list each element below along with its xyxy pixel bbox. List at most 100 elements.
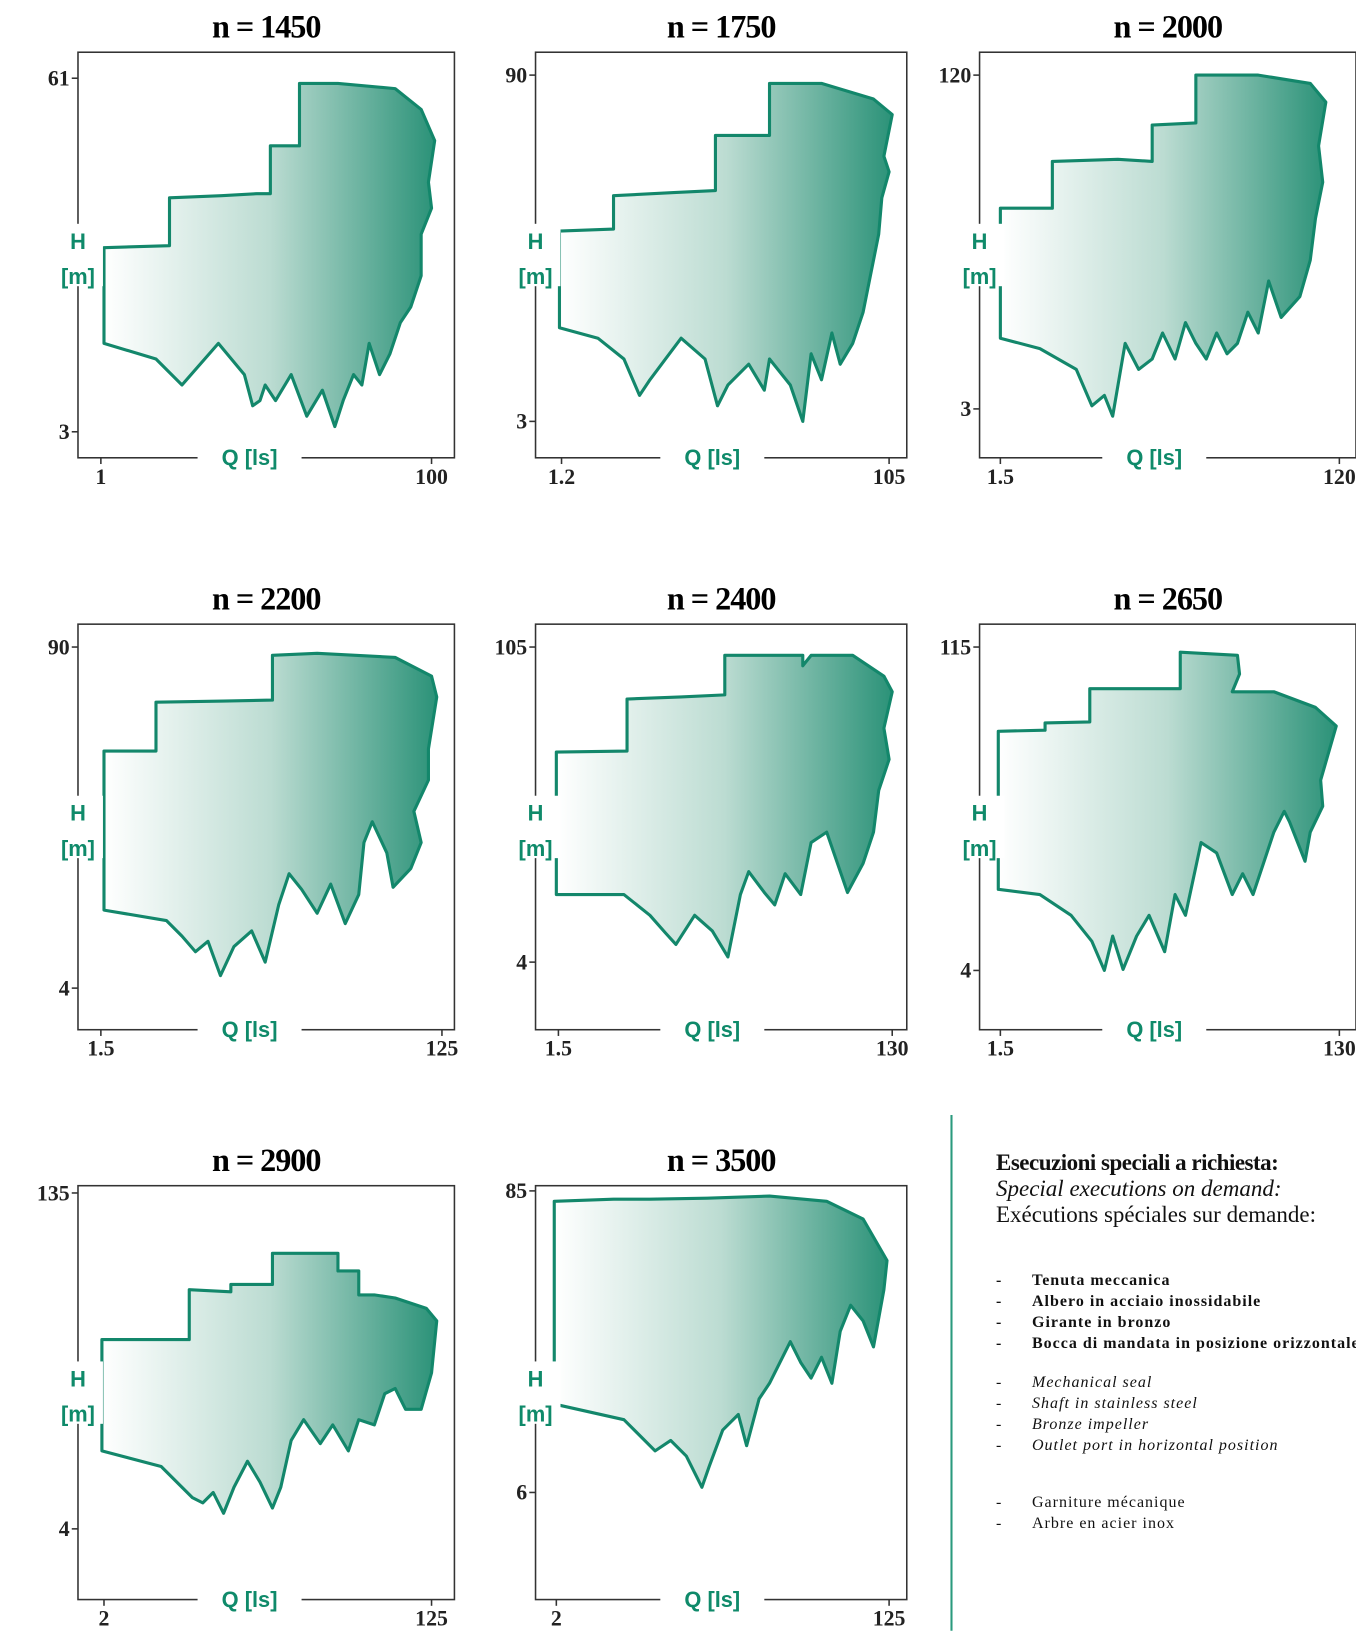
label-backing: [510, 795, 561, 859]
y-tick-label: 3: [960, 397, 971, 421]
y-tick-label: 115: [940, 635, 972, 659]
panel-title: n = 2200: [212, 581, 321, 617]
x-tick-label: 2: [551, 1607, 562, 1631]
y-tick-label: 105: [494, 635, 527, 659]
list: Tenuta meccanicaAlbero in acciaio inossi…: [996, 1270, 1356, 1354]
panel: n = 2200 90 4 1.5 125 H [m] Q [ls]: [48, 581, 459, 1061]
y-axis-label: [m]: [519, 264, 553, 289]
list: Garniture mécaniqueArbre en acier inox: [996, 1492, 1356, 1534]
label-backing: [954, 795, 1005, 859]
panel: n = 2000 120 3 1.5 120 H [m] Q [ls]: [938, 9, 1356, 489]
x-axis-label: Q [ls]: [684, 445, 740, 470]
x-tick-label: 120: [1323, 465, 1356, 489]
x-tick-label: 130: [876, 1037, 909, 1061]
y-tick-label: 3: [59, 420, 70, 444]
list-item: Outlet port in horizontal position: [996, 1435, 1356, 1456]
x-axis-label: Q [ls]: [684, 1587, 740, 1612]
x-tick-label: 1.5: [987, 1037, 1014, 1061]
y-axis-label: H: [70, 1366, 86, 1391]
heading: Exécutions spéciales sur demande:: [996, 1202, 1316, 1227]
y-tick-label: 120: [938, 63, 971, 87]
list-item: Arbre en acier inox: [996, 1513, 1356, 1534]
x-axis-label: Q [ls]: [222, 1587, 278, 1612]
x-tick-label: 1.2: [548, 465, 575, 489]
y-axis-label: H: [70, 229, 86, 254]
label-backing: [53, 795, 103, 859]
y-axis-label: [m]: [519, 1402, 553, 1427]
y-tick-label: 90: [48, 635, 70, 659]
y-tick-label: 85: [505, 1179, 527, 1203]
y-axis-label: [m]: [519, 836, 553, 861]
list-item: Mechanical seal: [996, 1372, 1356, 1393]
x-tick-label: 1: [95, 465, 106, 489]
label-backing: [197, 1585, 302, 1615]
y-axis-label: H: [528, 1366, 544, 1391]
list-item: Girante in bronzo: [996, 1312, 1356, 1333]
operating-envelope: [552, 1194, 889, 1489]
x-tick-label: 1.5: [987, 465, 1014, 489]
y-tick-label: 4: [960, 959, 971, 983]
operating-envelope: [996, 650, 1338, 973]
operating-envelope: [554, 653, 894, 959]
y-tick-label: 4: [516, 950, 527, 974]
panel: n = 2400 105 4 1.5 130 H [m] Q [ls]: [494, 581, 908, 1061]
operating-envelope: [102, 651, 439, 978]
x-axis-label: Q [ls]: [1126, 445, 1182, 470]
y-axis-label: [m]: [963, 836, 997, 861]
operating-envelope: [998, 73, 1328, 418]
label-backing: [197, 1015, 302, 1045]
list-item: Bronze impeller: [996, 1414, 1356, 1435]
x-tick-label: 100: [415, 465, 448, 489]
x-axis-label: Q [ls]: [222, 1017, 278, 1042]
panel-title: n = 1450: [212, 9, 321, 45]
x-tick-label: 125: [426, 1037, 459, 1061]
operating-envelope: [557, 81, 894, 423]
heading: Special executions on demand:: [996, 1176, 1282, 1201]
y-axis-label: [m]: [963, 264, 997, 289]
label-backing: [197, 443, 302, 473]
label-backing: [1102, 1015, 1207, 1045]
y-axis-label: H: [528, 801, 544, 826]
list-item: Tenuta meccanica: [996, 1270, 1356, 1291]
list: Mechanical sealShaft in stainless steelB…: [996, 1372, 1356, 1456]
y-tick-label: 61: [48, 67, 70, 91]
x-tick-label: 125: [415, 1607, 448, 1631]
panel: n = 2900 135 4 2 125 H [m] Q [ls]: [37, 1142, 456, 1631]
label-backing: [1102, 443, 1207, 473]
list-item: Albero in acciaio inossidabile: [996, 1291, 1356, 1312]
label-backing: [53, 223, 103, 287]
label-backing: [660, 1585, 765, 1615]
list-item: Bocca di mandata in posizione orizzontal…: [996, 1333, 1356, 1354]
label-backing: [954, 223, 1005, 287]
panel: n = 2650 115 4 1.5 130 H [m] Q [ls]: [940, 581, 1356, 1061]
y-axis-label: H: [70, 801, 86, 826]
panel-title: n = 2400: [667, 581, 776, 617]
panel: n = 1450 61 3 1 100 H [m] Q [ls]: [48, 9, 456, 489]
x-tick-label: 2: [99, 1607, 110, 1631]
y-tick-label: 6: [516, 1481, 527, 1505]
list-item: Garniture mécanique: [996, 1492, 1356, 1513]
x-tick-label: 1.5: [87, 1037, 114, 1061]
heading: Esecuzioni speciali a richiesta:: [996, 1150, 1279, 1175]
x-axis-label: Q [ls]: [684, 1017, 740, 1042]
y-tick-label: 4: [59, 976, 70, 1000]
x-axis-label: Q [ls]: [1126, 1017, 1182, 1042]
y-axis-label: [m]: [61, 1402, 95, 1427]
panel: n = 3500 85 6 2 125 H [m] Q [ls]: [505, 1142, 908, 1631]
special-executions: Esecuzioni speciali a richiesta: Special…: [996, 1150, 1356, 1534]
y-axis-label: H: [972, 801, 988, 826]
x-tick-label: 125: [873, 1607, 906, 1631]
operating-envelope: [102, 81, 437, 429]
y-tick-label: 135: [37, 1181, 70, 1205]
y-tick-label: 4: [59, 1517, 70, 1541]
y-axis-label: H: [972, 229, 988, 254]
panel-title: n = 2900: [212, 1142, 321, 1178]
x-axis-label: Q [ls]: [222, 445, 278, 470]
panel-title: n = 3500: [667, 1142, 776, 1178]
y-tick-label: 3: [516, 410, 527, 434]
y-axis-label: [m]: [61, 836, 95, 861]
label-backing: [660, 443, 765, 473]
label-backing: [660, 1015, 765, 1045]
